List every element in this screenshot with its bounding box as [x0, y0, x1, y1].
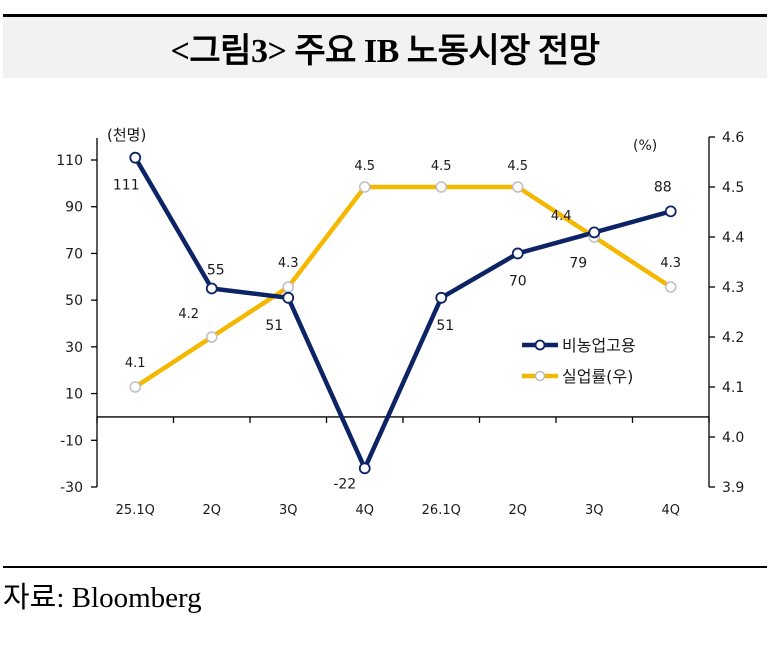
right-tick-label: 4.1: [722, 380, 744, 396]
figure-title: <그림3> 주요 IB 노동시장 전망: [170, 33, 600, 70]
right-tick-label: 4.6: [722, 130, 744, 146]
employment-marker: [282, 291, 295, 304]
x-tick-label: 4Q: [661, 503, 680, 518]
left-tick-label: -30: [60, 480, 83, 496]
axes: 110 90 70 50 30 10 -10 -30 4.6 4.5 4.4 4.3 4.2 4.1 4.0…: [56, 130, 744, 518]
employment-data-label: 111: [113, 178, 140, 194]
left-tick-label: 110: [56, 153, 83, 169]
x-tick-label: 26.1Q: [422, 503, 461, 518]
unemployment-data-label: 4.5: [507, 159, 528, 174]
x-tick-label: 3Q: [279, 503, 298, 518]
right-tick-label: 4.4: [722, 230, 744, 246]
unemployment-data-label: 4.2: [178, 307, 199, 322]
left-tick-label: -10: [60, 433, 83, 449]
legend-employment-marker: [534, 339, 546, 351]
source-note: 자료: Bloomberg: [3, 582, 202, 614]
title-band: <그림3> 주요 IB 노동시장 전망: [3, 17, 767, 78]
employment-data-label: 79: [569, 255, 587, 271]
employment-marker: [358, 462, 371, 475]
right-tick-label: 4.2: [722, 330, 744, 346]
unemployment-marker: [129, 381, 141, 393]
employment-marker: [205, 282, 218, 295]
right-tick-label: 4.3: [722, 280, 744, 296]
unemployment-marker: [665, 281, 677, 293]
x-tick-label: 2Q: [202, 503, 221, 518]
employment-marker: [129, 151, 142, 164]
employment-marker: [435, 291, 448, 304]
employment-data-label: 55: [207, 262, 225, 278]
unemployment-marker: [359, 181, 371, 193]
left-tick-label: 70: [65, 246, 83, 262]
unemployment-line: [134, 184, 672, 389]
unemployment-marker: [206, 331, 218, 343]
x-tick-label: 4Q: [355, 503, 374, 518]
employment-data-label: 70: [509, 273, 527, 289]
x-tick-label: 25.1Q: [116, 503, 155, 518]
unemployment-data-label: 4.5: [431, 159, 452, 174]
top-rule: [3, 14, 767, 17]
left-axis-unit: (천명): [107, 126, 146, 144]
unemployment-data-label: 4.3: [660, 256, 681, 271]
unemployment-data-label: 4.3: [278, 256, 299, 271]
employment-marker: [511, 247, 524, 260]
employment-data-label: -22: [333, 476, 356, 492]
unemployment-marker: [282, 281, 294, 293]
left-tick-label: 10: [65, 387, 83, 403]
employment-data-label: 51: [265, 318, 283, 334]
series-layer: [129, 151, 677, 475]
unemployment-data-label: 4.5: [354, 159, 375, 174]
employment-data-label: 51: [436, 318, 454, 334]
right-tick-label: 4.5: [722, 180, 744, 196]
employment-data-label: 88: [654, 179, 672, 195]
bottom-rule: [3, 566, 767, 568]
unemployment-data-label: 4.4: [551, 209, 572, 224]
left-tick-label: 90: [65, 200, 83, 216]
employment-marker: [664, 205, 677, 218]
right-axis-unit: (%): [633, 138, 657, 154]
legend-unemployment-marker: [534, 370, 546, 382]
right-tick-label: 3.9: [722, 480, 744, 496]
legend-unemployment-label: 실업률(우): [562, 367, 633, 386]
line-chart: 110 90 70 50 30 10 -10 -30 4.6 4.5 4.4 4.3 4.2 4.1 4.0…: [56, 126, 744, 518]
employment-marker: [588, 226, 601, 239]
left-tick-label: 30: [65, 340, 83, 356]
unemployment-marker: [435, 181, 447, 193]
x-tick-label: 2Q: [508, 503, 527, 518]
unemployment-data-label: 4.1: [125, 356, 146, 371]
data-labels: 111 55 51 -22 51 70 79 88 4.1 4.2 4.3 4.5 4.5 4.5 4.4 4…: [113, 159, 681, 492]
unemployment-marker: [512, 181, 524, 193]
employment-line: [133, 156, 672, 471]
left-tick-label: 50: [65, 293, 83, 309]
legend-employment-label: 비농업고용: [562, 336, 636, 355]
x-tick-label: 3Q: [585, 503, 604, 518]
right-tick-label: 4.0: [722, 430, 744, 446]
